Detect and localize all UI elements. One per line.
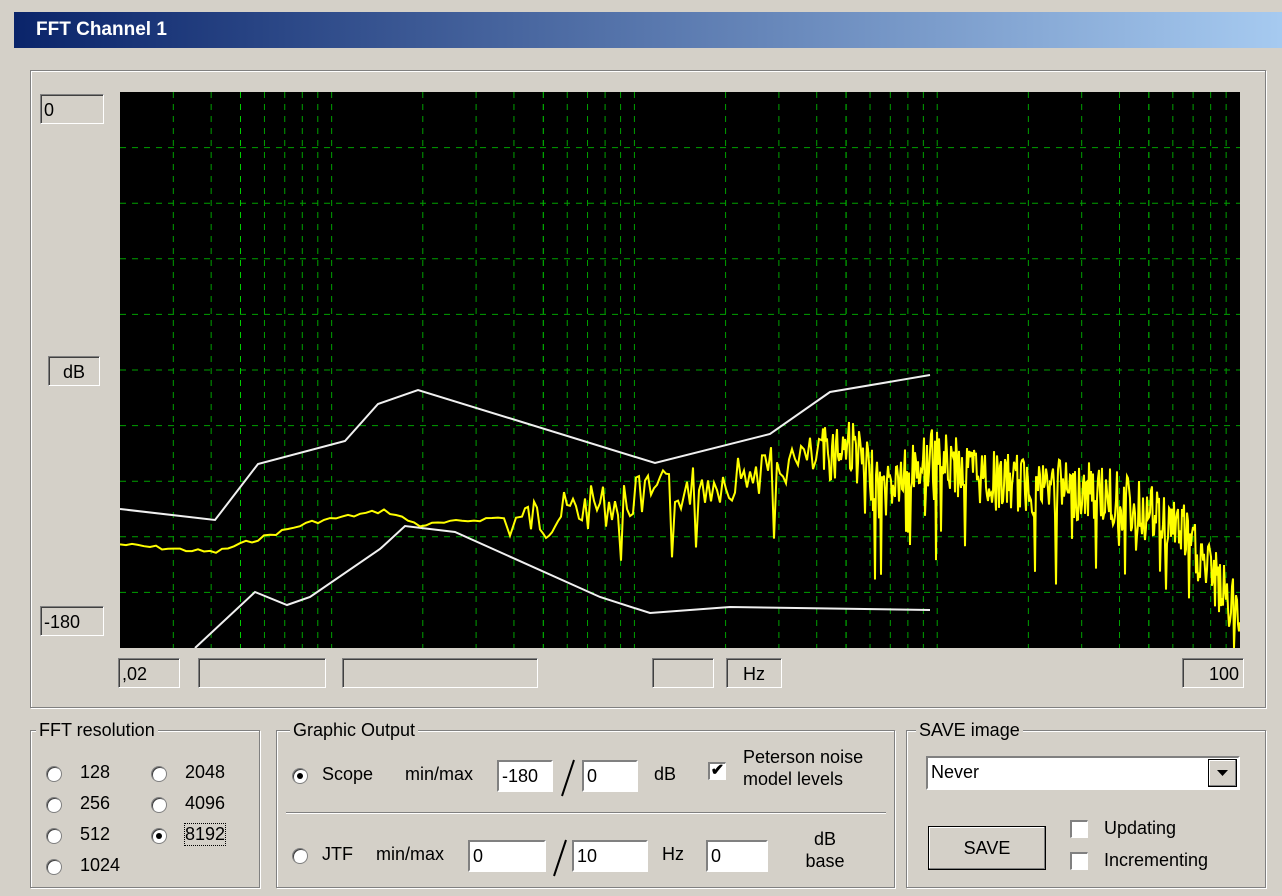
- radio-label: 8192: [183, 823, 227, 846]
- fft-radio[interactable]: [151, 828, 167, 844]
- label-line: dB: [813, 829, 837, 849]
- radio-label: 512: [80, 824, 111, 844]
- save-mode-dropdown[interactable]: Never: [926, 756, 1240, 790]
- fft-radio[interactable]: [151, 766, 167, 782]
- radio-label: 2048: [185, 762, 226, 782]
- x-min-box: ,02: [118, 658, 180, 688]
- jtf-radio[interactable]: [292, 848, 308, 864]
- radio-label: 128: [80, 762, 111, 782]
- x-unit-box: Hz: [726, 658, 782, 688]
- jtf-min-input[interactable]: 0: [468, 840, 546, 872]
- plot-panel: [30, 70, 1266, 708]
- group-label: FFT resolution: [36, 720, 158, 740]
- readout-box: [342, 658, 538, 688]
- plot-background: [120, 92, 1240, 648]
- y-unit-box: dB: [48, 356, 100, 386]
- checkbox-label: Updating: [1104, 818, 1177, 838]
- graphic-output-group: [276, 730, 895, 888]
- readout-box: [652, 658, 714, 688]
- label-line: Peterson noise: [743, 747, 864, 767]
- slash: [561, 759, 575, 797]
- scope-min-input[interactable]: -180: [497, 760, 553, 792]
- fft-radio[interactable]: [151, 797, 167, 813]
- fft-radio[interactable]: [46, 859, 62, 875]
- radio-label: 4096: [185, 793, 226, 813]
- y-max-box: 0: [40, 94, 104, 124]
- save-checkbox[interactable]: [1070, 820, 1088, 838]
- jtf-base-input[interactable]: 0: [706, 840, 768, 872]
- save-image-group: [906, 730, 1266, 888]
- dropdown-arrow: [1217, 770, 1228, 776]
- scope-radio[interactable]: [292, 768, 308, 784]
- peterson-checkbox[interactable]: ✔: [708, 762, 726, 780]
- spectrum-trace: [120, 421, 1240, 648]
- dropdown-button[interactable]: [1208, 759, 1237, 787]
- unit-label: Hz: [662, 844, 684, 864]
- checkbox-label: Incrementing: [1104, 850, 1209, 870]
- radio-dot: [156, 833, 162, 839]
- noise-model-low: [194, 524, 931, 648]
- fft-resolution-group: [30, 730, 260, 888]
- radio-label: JTF: [322, 844, 353, 864]
- grid: [120, 92, 1240, 648]
- range-label: min/max: [376, 844, 445, 864]
- radio-dot: [297, 773, 303, 779]
- fft-radio[interactable]: [46, 828, 62, 844]
- scope-max-input[interactable]: 0: [582, 760, 638, 792]
- fft-radio[interactable]: [46, 797, 62, 813]
- noise-model-high: [120, 374, 931, 522]
- y-min-box: -180: [40, 606, 104, 636]
- title-bar: FFT Channel 1: [14, 12, 1282, 48]
- radio-label: 256: [80, 793, 111, 813]
- group-label: SAVE image: [916, 720, 1023, 740]
- jtf-max-input[interactable]: 10: [572, 840, 648, 872]
- separator: [286, 812, 886, 814]
- x-max-box: 100: [1182, 658, 1244, 688]
- checkbox-label: Peterson noise model levels: [743, 746, 863, 790]
- readout-box: [198, 658, 326, 688]
- group-label: Graphic Output: [290, 720, 419, 740]
- unit-label: dB: [654, 764, 677, 784]
- label-line: model levels: [743, 769, 844, 789]
- fft-radio[interactable]: [46, 766, 62, 782]
- plot-area: [120, 92, 1240, 648]
- range-label: min/max: [405, 764, 474, 784]
- save-checkbox[interactable]: [1070, 852, 1088, 870]
- radio-label: 1024: [80, 855, 121, 875]
- slash: [553, 839, 567, 877]
- save-button[interactable]: SAVE: [928, 826, 1046, 870]
- radio-label: Scope: [322, 764, 374, 784]
- base-label: dB base: [795, 828, 855, 872]
- label-line: base: [805, 851, 845, 871]
